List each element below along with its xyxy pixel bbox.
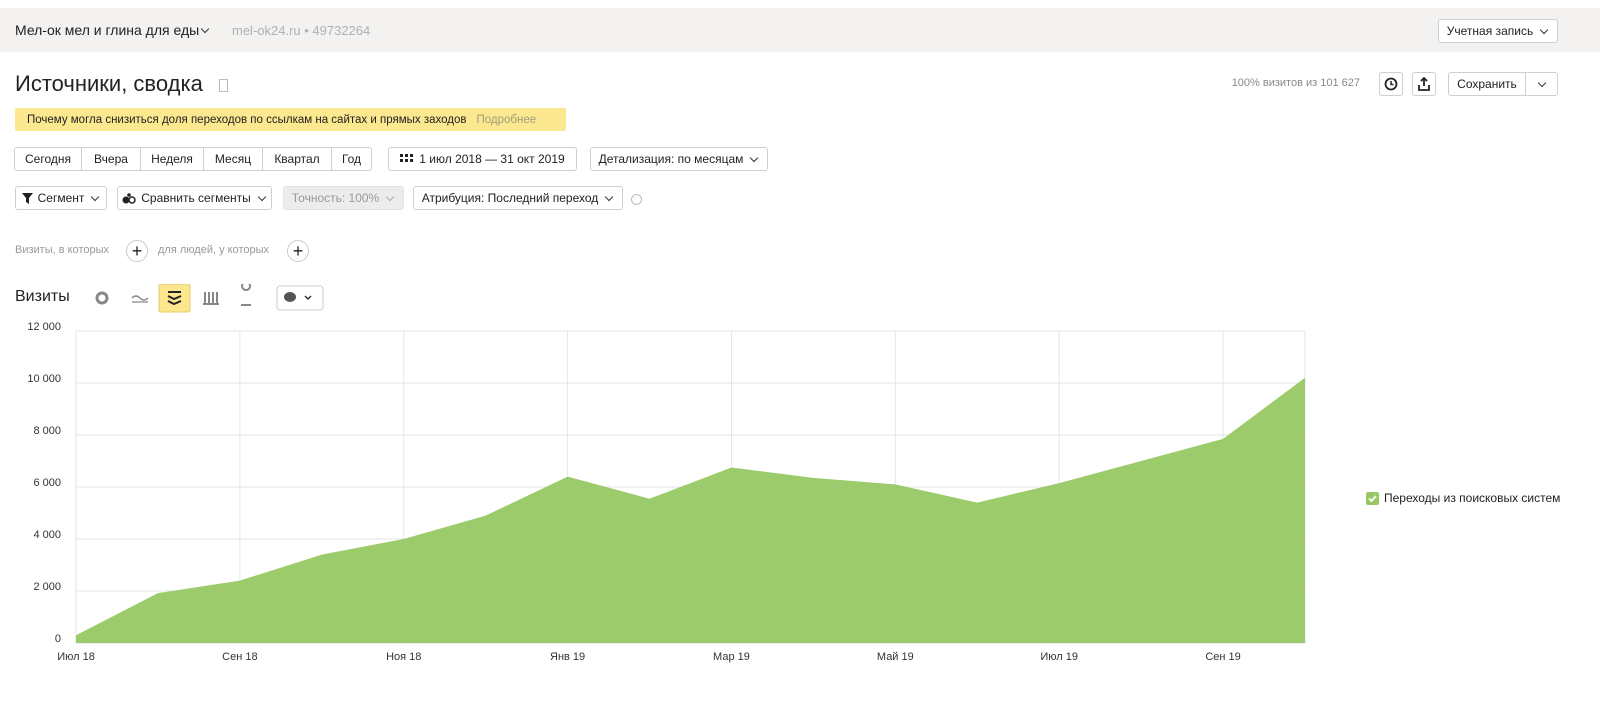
notice-link[interactable]: Подробнее <box>476 113 537 126</box>
export-button[interactable] <box>1412 72 1436 96</box>
x-tick-label: Ноя 18 <box>386 651 421 663</box>
y-tick-label: 0 <box>55 633 61 645</box>
period-button[interactable]: Вчера <box>81 147 141 171</box>
top-bar <box>0 8 1600 52</box>
y-tick-label: 4 000 <box>33 529 61 541</box>
date-range-button[interactable]: 1 июл 2018 — 31 окт 2019 <box>388 147 577 171</box>
add-visit-condition[interactable]: + <box>126 240 148 262</box>
bar-icon[interactable] <box>203 292 219 305</box>
bookmark-icon[interactable] <box>219 79 228 92</box>
save-label: Сохранить <box>1457 77 1517 91</box>
date-range: 1 июл 2018 — 31 окт 2019 <box>419 152 565 166</box>
x-tick-label: Май 19 <box>877 651 914 663</box>
accuracy-button: Точность: 100% <box>283 186 404 210</box>
x-tick-label: Июл 18 <box>57 651 95 663</box>
period-button[interactable]: Месяц <box>203 147 263 171</box>
detail-button[interactable]: Детализация: по месяцам <box>590 147 768 171</box>
compare-label: Сравнить сегменты <box>141 191 251 205</box>
chart-type-switcher[interactable] <box>90 284 330 314</box>
legend-label[interactable]: Переходы из поисковых систем <box>1384 491 1561 505</box>
export-icon <box>1418 77 1430 91</box>
x-tick-label: Мар 19 <box>713 651 750 663</box>
save-dropdown[interactable] <box>1525 72 1558 96</box>
people-condition: для людей, у которых <box>158 244 269 256</box>
x-tick-label: Сен 18 <box>222 651 257 663</box>
compare-icon <box>122 192 136 204</box>
help-icon[interactable] <box>631 194 642 205</box>
site-name[interactable]: Мел-ок мел и глина для еды <box>15 22 200 38</box>
compare-button[interactable]: Сравнить сегменты <box>117 186 272 210</box>
y-tick-label: 6 000 <box>33 477 61 489</box>
site-meta: mel-ok24.ru • 49732264 <box>232 23 371 38</box>
notice-text: Почему могла снизиться доля переходов по… <box>27 113 467 126</box>
x-tick-label: Июл 19 <box>1040 651 1078 663</box>
notice: Почему могла снизиться доля переходов по… <box>15 108 566 131</box>
pie-icon[interactable] <box>95 291 109 305</box>
attribution-button[interactable]: Атрибуция: Последний переход <box>413 186 623 210</box>
period-button[interactable]: Сегодня <box>14 147 82 171</box>
segment-button[interactable]: Сегмент <box>15 186 107 210</box>
notes-button[interactable] <box>276 285 324 311</box>
period-button[interactable]: Год <box>331 147 372 171</box>
clock-icon <box>1384 77 1398 91</box>
x-tick-label: Янв 19 <box>550 651 585 663</box>
site-selector[interactable]: Мел-ок мел и глина для еды <box>15 22 210 38</box>
line-icon[interactable] <box>131 295 149 303</box>
y-tick-label: 10 000 <box>27 373 61 385</box>
y-tick-label: 2 000 <box>33 581 61 593</box>
area <box>76 377 1305 643</box>
add-people-condition[interactable]: + <box>287 240 309 262</box>
report-title: Источники, сводка <box>15 71 203 96</box>
legend-checkbox[interactable] <box>1366 491 1379 505</box>
account-button[interactable]: Учетная запись <box>1438 19 1558 43</box>
legend: Переходы из поисковых систем <box>1366 491 1560 505</box>
filter-icon <box>21 192 33 204</box>
x-tick-label: Сен 19 <box>1205 651 1240 663</box>
y-tick-label: 8 000 <box>33 425 61 437</box>
visits-condition: Визиты, в которых <box>15 244 109 256</box>
y-tick-label: 12 000 <box>27 321 61 333</box>
account-label: Учетная запись <box>1446 24 1534 38</box>
attribution-label: Атрибуция: Последний переход <box>421 191 599 205</box>
segment-label: Сегмент <box>37 191 85 205</box>
map-icon[interactable] <box>241 284 252 306</box>
period-button[interactable]: Неделя <box>140 147 204 171</box>
detail-label: Детализация: по месяцам <box>598 152 744 166</box>
visits-share: 100% визитов из 101 627 <box>1231 77 1360 89</box>
chart-title: Визиты <box>15 288 70 305</box>
history-button[interactable] <box>1379 72 1403 96</box>
period-button[interactable]: Квартал <box>262 147 332 171</box>
accuracy-label: Точность: 100% <box>291 191 380 205</box>
calendar-icon <box>400 154 414 162</box>
save-button[interactable]: Сохранить <box>1448 72 1526 96</box>
